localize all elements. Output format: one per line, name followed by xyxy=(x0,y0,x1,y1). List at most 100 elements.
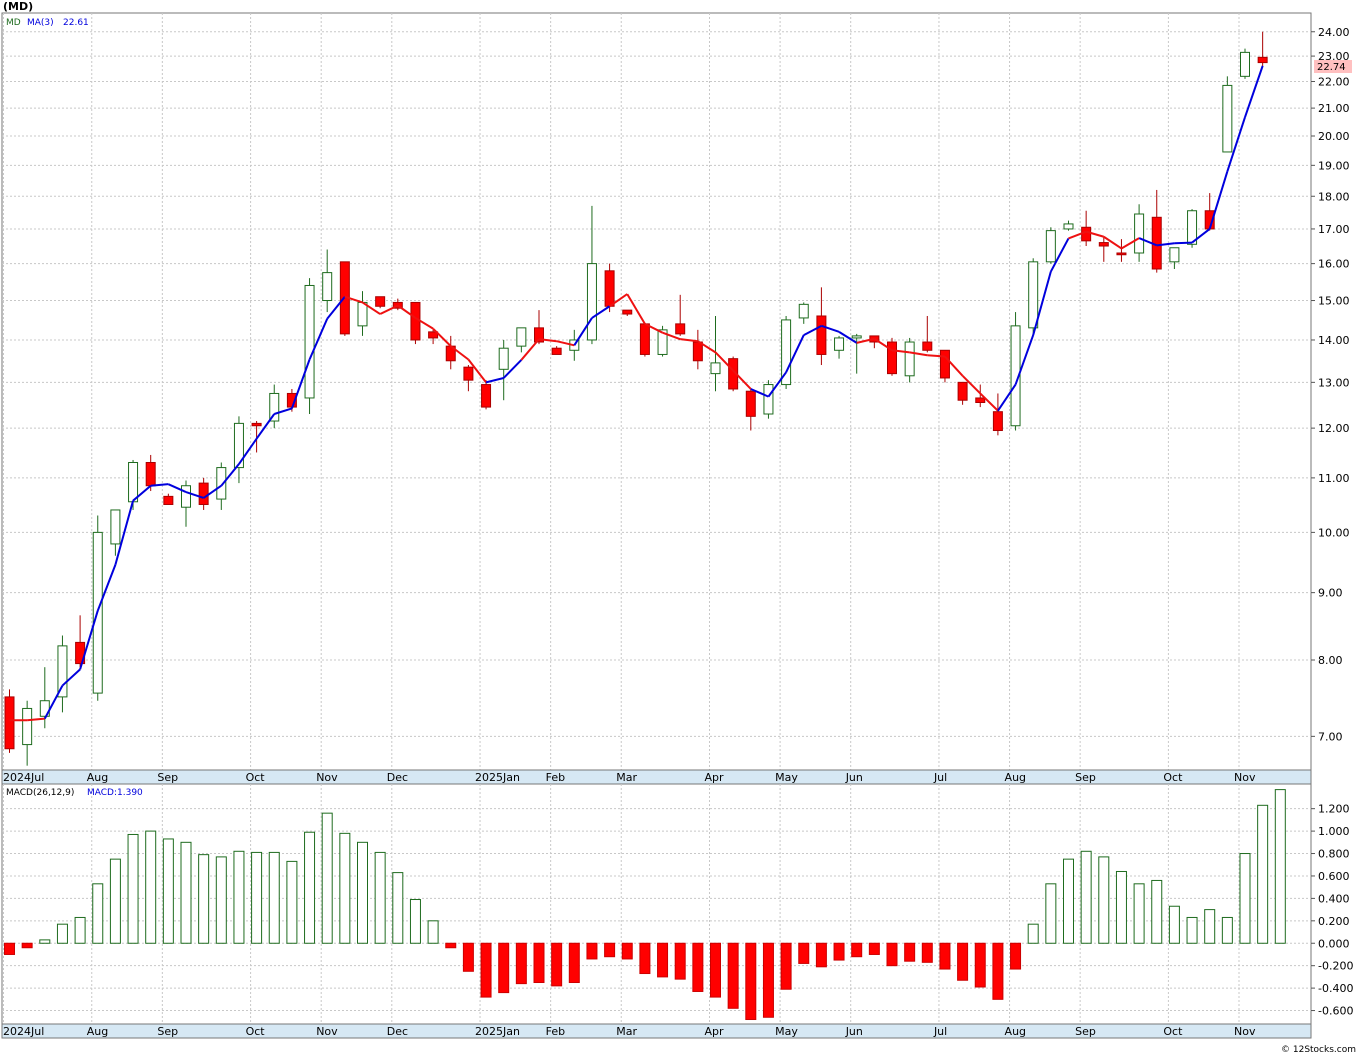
ma-segment xyxy=(997,383,1017,412)
ma-segment xyxy=(397,304,417,319)
macd-x-tick-label: Nov xyxy=(316,1025,338,1038)
macd-x-axis: 2024Jul Aug Sep Oct Nov Dec 2025Jan Feb Mar Apr Ma… xyxy=(3,1025,1256,1038)
ma-segment xyxy=(96,564,117,612)
candle-body xyxy=(163,495,174,505)
price-x-tick-label: Dec xyxy=(387,771,408,784)
macd-x-tick-label: Dec xyxy=(387,1025,408,1038)
candle-body xyxy=(1081,226,1092,242)
macd-bars xyxy=(4,789,1286,1021)
ma-segment xyxy=(220,463,240,487)
candle-body xyxy=(57,645,68,698)
macd-bar xyxy=(127,833,139,944)
candle-body xyxy=(392,301,403,309)
last-price-tag-bg xyxy=(1314,60,1352,73)
macd-bar xyxy=(692,942,704,992)
ma-segment xyxy=(414,317,434,330)
candle-body xyxy=(304,284,315,399)
candle-body xyxy=(1028,261,1039,329)
macd-bar xyxy=(551,942,563,987)
macd-bar xyxy=(886,942,898,967)
candle-body xyxy=(1187,210,1198,245)
legend-ma-label: MA(3) xyxy=(27,18,54,28)
macd-bar xyxy=(1133,883,1145,944)
candle-body xyxy=(481,384,492,408)
macd-bar xyxy=(851,942,863,958)
macd-bar xyxy=(727,942,739,1009)
ma-segment xyxy=(591,305,611,319)
candle-body xyxy=(251,422,262,427)
macd-bar xyxy=(762,942,774,1018)
candle-body xyxy=(939,349,950,379)
candle-body xyxy=(463,366,474,381)
candle-body xyxy=(145,461,156,487)
ma-segment xyxy=(114,500,135,566)
price-y-tick-label: 8.00 xyxy=(1318,654,1343,667)
ma-segment xyxy=(961,375,981,395)
macd-x-tick-label: 2025Jan xyxy=(475,1025,520,1038)
ma-segment xyxy=(238,438,258,465)
macd-bar xyxy=(445,942,457,949)
macd-bar xyxy=(674,942,686,980)
candle-body xyxy=(375,296,386,307)
macd-y-tick-label: -0.400 xyxy=(1318,982,1353,995)
ma-segment xyxy=(1191,228,1211,244)
candle-body xyxy=(1010,325,1021,427)
ma-segment xyxy=(308,318,329,360)
ma-segment xyxy=(432,327,452,347)
candle-body xyxy=(675,323,686,335)
candle-body xyxy=(357,301,368,327)
candle-body xyxy=(198,482,209,505)
macd-y-tick-label: 0.800 xyxy=(1318,848,1350,861)
macd-x-tick-label: May xyxy=(775,1025,798,1038)
macd-x-tick-label: Sep xyxy=(157,1025,178,1038)
ma-segment xyxy=(502,359,523,379)
candle-body xyxy=(586,263,597,341)
candle-body xyxy=(816,315,827,355)
macd-bar xyxy=(868,942,880,955)
candle-body xyxy=(1257,56,1268,64)
candle-body xyxy=(992,411,1003,432)
ma-segment xyxy=(1103,235,1123,250)
ma-segment xyxy=(856,337,875,344)
macd-bar xyxy=(568,942,580,984)
macd-bar xyxy=(427,920,439,944)
macd-y-tick-label: -0.600 xyxy=(1318,1005,1353,1018)
candle-body xyxy=(181,485,191,508)
price-x-tick-label: Mar xyxy=(616,771,637,784)
ma-segment xyxy=(1138,237,1158,247)
macd-bar xyxy=(798,942,810,964)
ma-segment xyxy=(680,338,698,343)
macd-bar xyxy=(1186,916,1198,944)
ma-segment xyxy=(750,388,769,398)
price-x-tick-label: Oct xyxy=(246,771,266,784)
macd-bar xyxy=(515,942,527,985)
macd-bar xyxy=(1098,856,1110,944)
ma-segment xyxy=(1014,334,1035,385)
macd-bar xyxy=(780,942,792,990)
price-y-axis: 24.00 23.00 22.00 21.00 20.00 19.00 18.00 17.00… xyxy=(1311,26,1350,743)
ma-segment xyxy=(1244,65,1264,118)
ma-segment xyxy=(714,351,734,372)
price-x-tick-label: May xyxy=(775,771,798,784)
candle-body xyxy=(516,327,527,347)
ma-segment xyxy=(873,337,893,352)
macd-bar xyxy=(1221,916,1233,944)
candle-body xyxy=(128,461,139,503)
macd-x-tick-label: Oct xyxy=(1163,1025,1183,1038)
price-x-tick-label: Aug xyxy=(1005,771,1026,784)
macd-bar xyxy=(1274,789,1286,944)
candle-body xyxy=(692,341,703,362)
macd-y-axis: 1.200 1.000 0.800 0.600 0.400 0.200 0.000 -0.20… xyxy=(1311,803,1353,1018)
ma-segment xyxy=(785,334,805,373)
macd-x-tick-label: Mar xyxy=(616,1025,637,1038)
macd-bar xyxy=(639,942,651,975)
price-x-tick-label: Apr xyxy=(705,771,725,784)
candle-body xyxy=(233,422,244,469)
macd-value-label: MACD:1.390 xyxy=(87,788,143,798)
candle-body xyxy=(622,309,633,315)
price-y-tick-label: 18.00 xyxy=(1318,190,1350,203)
candle-body xyxy=(4,696,15,750)
macd-bar xyxy=(374,851,386,944)
macd-y-tick-label: 0.200 xyxy=(1318,915,1350,928)
price-x-tick-label: 2025Jan xyxy=(475,771,520,784)
